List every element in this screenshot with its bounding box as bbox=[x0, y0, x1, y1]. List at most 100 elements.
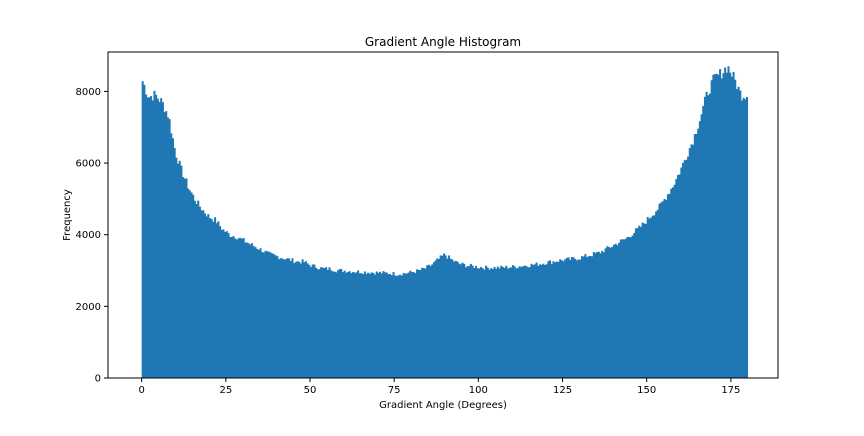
histogram-bar bbox=[232, 236, 235, 378]
histogram-bar bbox=[392, 272, 395, 378]
histogram-bar bbox=[193, 200, 196, 378]
histogram-bar bbox=[690, 144, 693, 378]
histogram-bar bbox=[145, 94, 148, 379]
histogram-bar bbox=[503, 267, 506, 378]
histogram-bar bbox=[362, 274, 365, 378]
histogram-bar bbox=[451, 259, 454, 378]
histogram-bar bbox=[350, 273, 353, 378]
histogram-bar bbox=[734, 79, 737, 378]
histogram-bar bbox=[687, 156, 690, 378]
histogram-bar bbox=[663, 199, 666, 378]
histogram-bar bbox=[582, 256, 585, 378]
histogram-bar bbox=[160, 98, 163, 378]
histogram-bar bbox=[510, 267, 513, 378]
histogram-bar bbox=[501, 267, 504, 378]
x-tick-label: 50 bbox=[304, 385, 317, 396]
histogram-bar bbox=[436, 258, 439, 378]
histogram-bar bbox=[604, 248, 607, 378]
x-axis-label: Gradient Angle (Degrees) bbox=[379, 400, 507, 411]
histogram-bar bbox=[587, 256, 590, 378]
histogram-bar bbox=[294, 262, 297, 378]
histogram-bar bbox=[646, 217, 649, 378]
histogram-bar bbox=[621, 239, 624, 378]
histogram-bar bbox=[299, 263, 302, 378]
y-axis: 0 2000 4000 6000 8000 bbox=[76, 87, 108, 385]
histogram-bar bbox=[330, 270, 333, 378]
histogram-bar bbox=[409, 270, 412, 378]
histogram-bar bbox=[219, 226, 222, 378]
histogram-bar bbox=[421, 267, 424, 378]
histogram-bar bbox=[422, 268, 425, 378]
histogram-bar bbox=[171, 138, 174, 378]
histogram-bar bbox=[550, 263, 553, 378]
histogram-bar bbox=[397, 275, 400, 378]
histogram-bar bbox=[291, 258, 294, 378]
histogram-bar bbox=[559, 259, 562, 378]
x-axis: 0 25 50 75 100 125 150 175 bbox=[138, 378, 740, 396]
histogram-bar bbox=[629, 237, 632, 378]
histogram-bar bbox=[212, 221, 215, 378]
histogram-bar bbox=[668, 193, 671, 378]
histogram-bar bbox=[707, 95, 710, 378]
histogram-bar bbox=[636, 228, 639, 378]
histogram-bar bbox=[572, 257, 575, 378]
histogram-bar bbox=[665, 199, 668, 378]
histogram-bar bbox=[188, 190, 191, 378]
histogram-bar bbox=[165, 111, 168, 378]
histogram-bar bbox=[624, 238, 627, 378]
x-tick-label: 175 bbox=[721, 385, 740, 396]
histogram-bar bbox=[567, 257, 570, 378]
histogram-bar bbox=[177, 163, 180, 378]
histogram-bar bbox=[411, 272, 414, 378]
histogram-bar bbox=[278, 259, 281, 378]
histogram-bar bbox=[697, 128, 700, 378]
histogram-bar bbox=[240, 238, 244, 378]
histogram-bar bbox=[725, 72, 728, 378]
histogram-bar bbox=[631, 235, 634, 378]
histogram-bar bbox=[577, 259, 580, 378]
x-tick-label: 25 bbox=[219, 385, 232, 396]
histogram-bar bbox=[614, 243, 617, 378]
histogram-bar bbox=[560, 260, 563, 378]
histogram-bar bbox=[538, 264, 541, 378]
histogram-bar bbox=[594, 253, 597, 378]
histogram-bar bbox=[389, 273, 392, 378]
histogram-bar bbox=[443, 253, 446, 378]
histogram-bar bbox=[565, 257, 568, 378]
histogram-bar bbox=[315, 267, 318, 378]
histogram-bar bbox=[269, 252, 272, 378]
histogram-bar bbox=[661, 201, 664, 378]
histogram-bar bbox=[323, 268, 326, 378]
histogram-bar bbox=[153, 90, 156, 379]
histogram-bar bbox=[619, 239, 622, 378]
histogram-bar bbox=[384, 272, 387, 378]
histogram-bar bbox=[429, 265, 432, 378]
histogram-bar bbox=[720, 78, 723, 378]
histogram-bar bbox=[345, 272, 348, 378]
histogram-bar bbox=[641, 222, 644, 378]
histogram-bar bbox=[271, 253, 274, 378]
histogram-bar bbox=[676, 175, 680, 378]
histogram-bar bbox=[495, 268, 498, 378]
histogram-bar bbox=[705, 91, 708, 378]
histogram-bar bbox=[483, 269, 486, 378]
histogram-bar bbox=[215, 223, 218, 378]
histogram-bar bbox=[599, 253, 602, 378]
histogram-bar bbox=[367, 272, 370, 378]
histogram-bar bbox=[528, 267, 531, 378]
histogram-bar bbox=[703, 96, 706, 378]
histogram-bar bbox=[214, 217, 217, 378]
histogram-bar bbox=[469, 263, 472, 378]
histogram-bar bbox=[234, 238, 237, 378]
histogram-bar bbox=[643, 223, 646, 378]
histogram-bar bbox=[182, 177, 185, 378]
histogram-bar bbox=[387, 274, 390, 378]
histogram-bar bbox=[688, 148, 691, 378]
histogram-bar bbox=[698, 121, 701, 378]
histogram-bar bbox=[490, 268, 493, 378]
histogram-bar bbox=[352, 271, 355, 378]
histogram-bar bbox=[230, 236, 233, 378]
histogram-bar bbox=[700, 114, 703, 378]
